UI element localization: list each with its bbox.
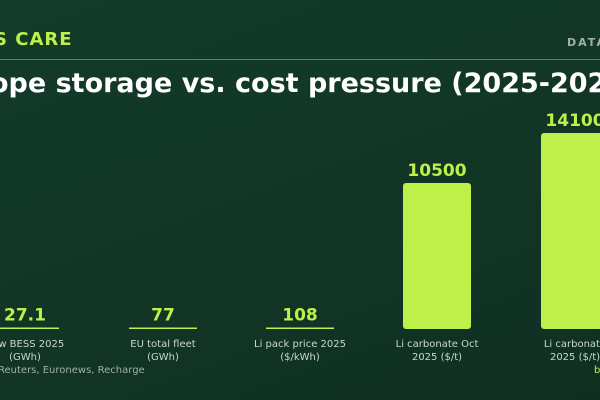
category-label-4-line-1: Li carbonate Oct <box>396 339 479 350</box>
brand-name: S CARE <box>0 29 73 50</box>
category-label-3-line-2: ($/kWh) <box>280 352 320 363</box>
category-label-5-line-2: 2025 ($/t) <box>550 352 600 363</box>
category-label-1-line-1: new BESS 2025 <box>0 339 64 350</box>
value-label-3: 108 <box>282 305 318 325</box>
bar-2 <box>129 327 197 329</box>
category-label-2-line-1: EU total fleet <box>130 339 195 350</box>
footer-handle: b <box>594 365 600 376</box>
category-label-5-line-1: Li carbonate <box>544 339 600 350</box>
chart-title: ope storage vs. cost pressure (2025-202 <box>0 68 600 99</box>
bar-5 <box>541 133 600 329</box>
section-tag: DATA <box>567 36 600 49</box>
category-label-4-line-2: 2025 ($/t) <box>412 352 462 363</box>
value-label-5: 14100 <box>545 111 600 131</box>
source-note: Reuters, Euronews, Recharge <box>0 365 145 376</box>
category-label-1-line-2: (GWh) <box>9 352 41 363</box>
bar-1 <box>0 327 59 329</box>
bar-3 <box>266 327 334 329</box>
header-divider <box>0 59 600 60</box>
category-label-3-line-1: Li pack price 2025 <box>254 339 346 350</box>
category-label-2-line-2: (GWh) <box>147 352 179 363</box>
value-label-4: 10500 <box>407 161 466 181</box>
bar-4 <box>403 183 471 329</box>
value-label-1: 27.1 <box>4 306 46 326</box>
value-label-2: 77 <box>151 306 175 326</box>
